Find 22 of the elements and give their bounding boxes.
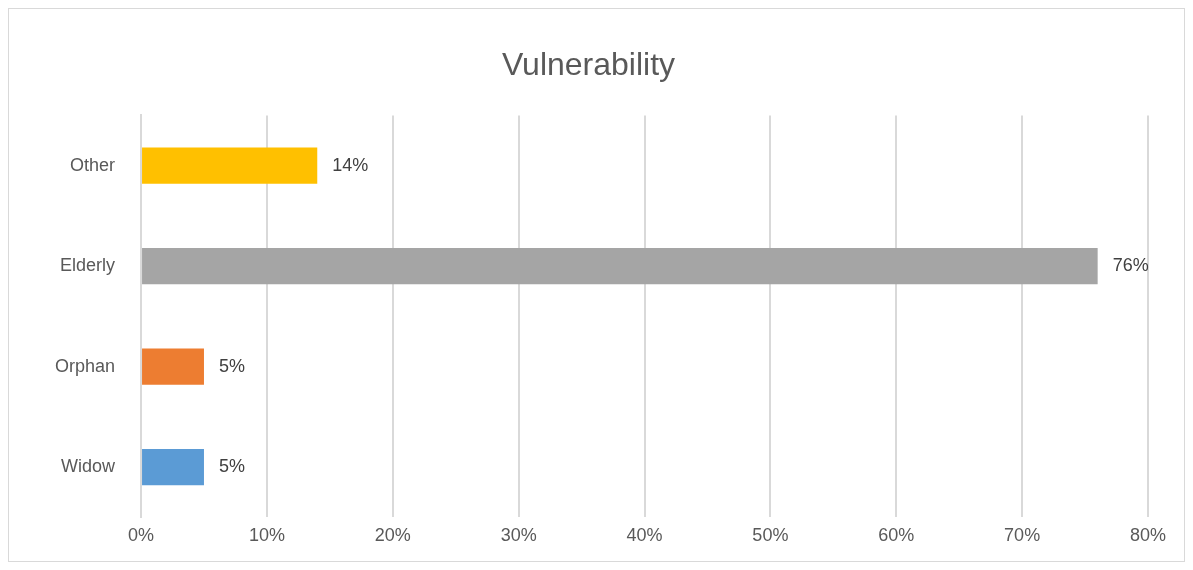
x-tick-label: 80% [1129, 525, 1167, 546]
x-tick-label: 20% [374, 525, 411, 546]
y-tick-label: Orphan [54, 355, 116, 376]
bar [142, 449, 204, 486]
bar [142, 147, 318, 184]
y-tick-label: Other [70, 154, 116, 175]
x-tick-label: 30% [500, 525, 537, 546]
x-tick-label: 40% [626, 525, 663, 546]
x-tick-label: 0% [128, 525, 155, 546]
x-tick-label: 60% [878, 525, 915, 546]
data-label: 14% [332, 154, 369, 175]
chart-title: Vulnerability [501, 46, 676, 83]
x-tick-label: 70% [1004, 525, 1041, 546]
data-label: 5% [218, 456, 245, 477]
x-tick-label: 50% [752, 525, 789, 546]
y-tick-label: Elderly [60, 255, 116, 276]
bar [142, 248, 1098, 285]
data-label: 76% [1112, 255, 1149, 276]
x-tick-label: 10% [248, 525, 285, 546]
data-label: 5% [218, 355, 245, 376]
bar [142, 348, 204, 385]
y-tick-label: Widow [61, 456, 117, 477]
